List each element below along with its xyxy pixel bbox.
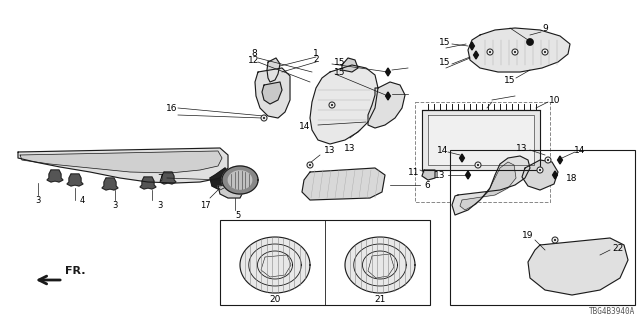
Text: 6: 6	[424, 180, 430, 189]
Text: 16: 16	[166, 103, 178, 113]
Polygon shape	[310, 65, 378, 144]
Text: 7: 7	[157, 173, 163, 182]
Polygon shape	[557, 156, 563, 164]
Text: 13: 13	[435, 171, 445, 180]
Circle shape	[512, 49, 518, 55]
Text: 19: 19	[522, 230, 534, 239]
Polygon shape	[342, 58, 358, 72]
Text: 15: 15	[334, 68, 346, 76]
Polygon shape	[218, 184, 244, 198]
Circle shape	[542, 49, 548, 55]
Circle shape	[263, 117, 265, 119]
Text: 14: 14	[300, 122, 310, 131]
Circle shape	[477, 164, 479, 166]
Circle shape	[544, 51, 546, 53]
Polygon shape	[470, 42, 474, 50]
Polygon shape	[267, 58, 280, 82]
Text: 8: 8	[251, 49, 257, 58]
Circle shape	[545, 157, 551, 163]
Polygon shape	[262, 82, 282, 104]
Polygon shape	[240, 237, 310, 293]
Text: 3: 3	[112, 201, 118, 210]
Text: 18: 18	[566, 173, 578, 182]
Polygon shape	[345, 237, 415, 293]
Text: 15: 15	[334, 58, 346, 67]
Circle shape	[307, 162, 313, 168]
Text: 3: 3	[35, 196, 41, 204]
Polygon shape	[261, 255, 291, 277]
Text: 22: 22	[612, 244, 623, 252]
Polygon shape	[47, 170, 63, 182]
Text: 1: 1	[313, 49, 319, 58]
Circle shape	[261, 115, 267, 121]
Polygon shape	[422, 110, 540, 170]
Circle shape	[489, 51, 492, 53]
Text: 15: 15	[504, 76, 516, 84]
Text: 13: 13	[516, 143, 528, 153]
Polygon shape	[67, 174, 83, 186]
Polygon shape	[422, 170, 435, 180]
Polygon shape	[460, 154, 465, 162]
Polygon shape	[160, 172, 176, 184]
Text: 3: 3	[157, 201, 163, 210]
Circle shape	[547, 159, 549, 161]
Text: 4: 4	[79, 196, 84, 204]
Text: 13: 13	[324, 146, 336, 155]
Text: 11: 11	[408, 167, 420, 177]
Polygon shape	[460, 162, 516, 210]
Polygon shape	[368, 82, 405, 128]
Text: 17: 17	[200, 201, 211, 210]
Text: 9: 9	[542, 23, 548, 33]
Text: 20: 20	[269, 295, 281, 305]
Polygon shape	[528, 238, 628, 295]
Circle shape	[552, 237, 558, 243]
Polygon shape	[468, 28, 570, 72]
Circle shape	[475, 162, 481, 168]
Text: 14: 14	[437, 146, 449, 155]
Text: 13: 13	[344, 143, 356, 153]
Circle shape	[554, 239, 556, 241]
Polygon shape	[302, 168, 385, 200]
Polygon shape	[385, 92, 390, 100]
Polygon shape	[428, 115, 534, 165]
Polygon shape	[474, 51, 479, 59]
Text: 21: 21	[374, 295, 386, 305]
Circle shape	[331, 104, 333, 106]
Polygon shape	[222, 166, 258, 194]
Circle shape	[487, 49, 493, 55]
Text: 14: 14	[574, 146, 586, 155]
Polygon shape	[452, 156, 530, 215]
Polygon shape	[102, 178, 118, 190]
Circle shape	[539, 169, 541, 171]
Polygon shape	[466, 171, 470, 179]
Bar	[415, 102, 550, 202]
Text: 2: 2	[313, 54, 319, 63]
Polygon shape	[522, 160, 558, 190]
Text: FR.: FR.	[65, 266, 86, 276]
Circle shape	[514, 51, 516, 53]
Circle shape	[527, 38, 534, 45]
Polygon shape	[385, 68, 390, 76]
Text: TBG4B3940A: TBG4B3940A	[589, 307, 635, 316]
Circle shape	[329, 102, 335, 108]
Text: 12: 12	[248, 55, 260, 65]
Polygon shape	[228, 171, 252, 189]
Polygon shape	[140, 177, 156, 189]
Polygon shape	[552, 171, 557, 179]
Text: 15: 15	[439, 58, 451, 67]
Text: 5: 5	[236, 211, 241, 220]
Text: 15: 15	[439, 37, 451, 46]
Text: 10: 10	[549, 95, 561, 105]
Bar	[220, 220, 430, 305]
Polygon shape	[18, 148, 228, 183]
Polygon shape	[368, 254, 394, 278]
Circle shape	[537, 167, 543, 173]
Polygon shape	[210, 168, 232, 190]
Circle shape	[309, 164, 311, 166]
Bar	[450, 150, 635, 305]
Polygon shape	[20, 151, 222, 173]
Polygon shape	[255, 68, 290, 118]
